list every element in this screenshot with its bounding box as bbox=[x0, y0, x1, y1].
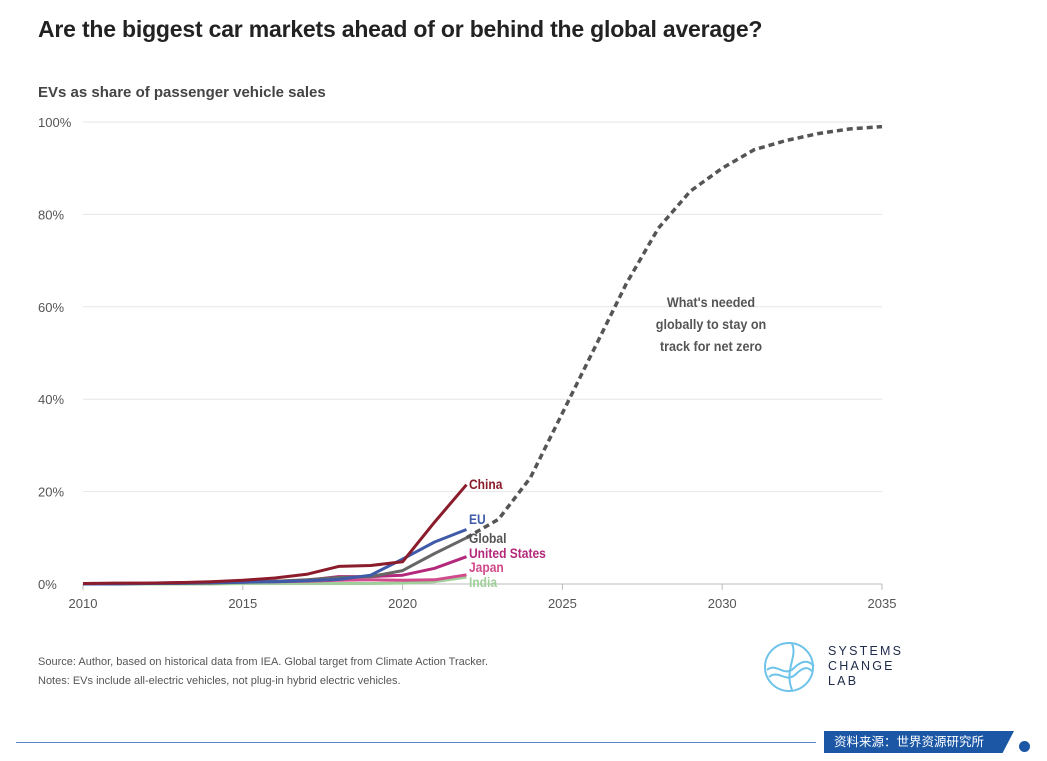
series-line-china bbox=[82, 483, 468, 585]
systems-change-lab-logo: SYSTEMS CHANGE LAB bbox=[762, 640, 922, 696]
ev-share-line-chart: 0% 20% 40% 60% 80% 100% 2010 2015 2020 2025 2030 20… bbox=[38, 115, 897, 611]
source-credit-banner: 资料来源：世界资源研究所 bbox=[824, 731, 1014, 753]
chart-footnotes: Source: Author, based on historical data… bbox=[38, 653, 488, 691]
x-tick-label: 2015 bbox=[228, 596, 257, 611]
chart-title: Are the biggest car markets ahead of or … bbox=[38, 16, 763, 42]
series-line-global-target bbox=[465, 124, 883, 540]
y-tick-label: 60% bbox=[38, 300, 64, 315]
y-axis-label: EVs as share of passenger vehicle sales bbox=[38, 84, 326, 101]
y-tick-label: 20% bbox=[38, 485, 64, 500]
series-label-global: Global bbox=[469, 530, 506, 546]
logo-wordmark: SYSTEMS CHANGE LAB bbox=[828, 644, 903, 689]
x-tick-label: 2030 bbox=[708, 596, 737, 611]
target-annotation-line: globally to stay on bbox=[656, 316, 766, 332]
y-tick-label: 40% bbox=[38, 392, 64, 407]
series-label-china: China bbox=[469, 476, 503, 492]
notes-text: Notes: EVs include all-electric vehicles… bbox=[38, 675, 401, 687]
logo-line-2: CHANGE bbox=[828, 659, 895, 673]
footer-rule bbox=[16, 742, 816, 743]
credit-dot-icon bbox=[1019, 741, 1030, 752]
target-annotation-line: What's needed bbox=[667, 294, 755, 310]
series-label-united-states: United States bbox=[469, 545, 546, 561]
x-tick-label: 2035 bbox=[868, 596, 897, 611]
source-note: Source: Author, based on historical data… bbox=[38, 656, 488, 668]
y-tick-label: 100% bbox=[38, 115, 72, 130]
series-label-eu: EU bbox=[469, 511, 486, 527]
series-label-india: India bbox=[469, 574, 498, 590]
target-annotation-line: track for net zero bbox=[660, 338, 762, 354]
x-tick-label: 2025 bbox=[548, 596, 577, 611]
logo-line-1: SYSTEMS bbox=[828, 644, 904, 658]
x-tick-label: 2010 bbox=[69, 596, 98, 611]
y-tick-label: 80% bbox=[38, 207, 64, 222]
series-line-eu bbox=[83, 528, 468, 586]
series-label-japan: Japan bbox=[469, 559, 504, 575]
globe-wave-icon bbox=[764, 642, 815, 692]
logo-line-3: LAB bbox=[828, 674, 859, 688]
x-tick-label: 2020 bbox=[388, 596, 417, 611]
y-tick-label: 0% bbox=[38, 577, 57, 592]
